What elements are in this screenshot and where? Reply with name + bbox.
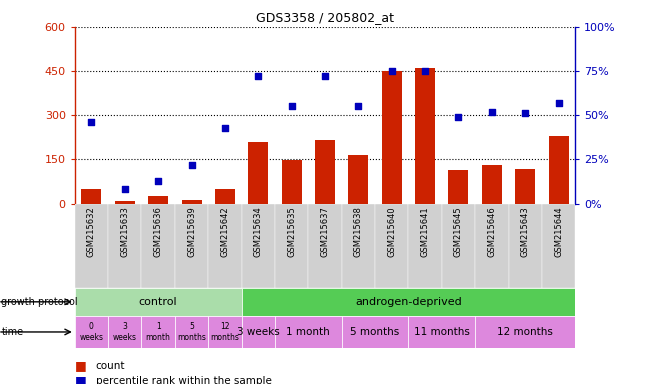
Text: 5 months: 5 months	[350, 327, 400, 337]
Bar	[408, 204, 442, 288]
Point	[120, 186, 130, 192]
Bar	[549, 136, 569, 204]
Point	[453, 114, 463, 120]
Point	[86, 119, 97, 125]
Text: GSM215637: GSM215637	[320, 206, 330, 257]
Bar	[415, 68, 435, 204]
Bar	[448, 170, 469, 204]
Point	[320, 73, 330, 79]
Text: 1
month: 1 month	[146, 322, 170, 342]
Point	[153, 177, 163, 184]
Bar	[108, 316, 142, 348]
Point	[520, 110, 530, 116]
Bar	[142, 204, 175, 288]
Bar	[175, 204, 208, 288]
Text: GSM215645: GSM215645	[454, 206, 463, 257]
Text: GSM215642: GSM215642	[220, 206, 229, 257]
Text: 12 months: 12 months	[497, 327, 553, 337]
Text: 3
weeks: 3 weeks	[113, 322, 136, 342]
Bar	[375, 204, 408, 288]
Text: GSM215633: GSM215633	[120, 206, 129, 257]
Text: GSM215646: GSM215646	[488, 206, 497, 257]
Text: GSM215641: GSM215641	[421, 206, 430, 257]
Bar	[508, 204, 542, 288]
Bar	[342, 316, 408, 348]
Text: GSM215638: GSM215638	[354, 206, 363, 257]
Text: control: control	[139, 297, 177, 307]
Text: GSM215634: GSM215634	[254, 206, 263, 257]
Bar	[515, 169, 535, 204]
Text: 12
months: 12 months	[211, 322, 239, 342]
Text: growth protocol: growth protocol	[1, 297, 78, 307]
Text: 3 weeks: 3 weeks	[237, 327, 280, 337]
Point	[387, 68, 397, 74]
Bar	[442, 204, 475, 288]
Bar	[75, 288, 242, 316]
Bar	[242, 316, 275, 348]
Bar	[108, 204, 142, 288]
Bar	[115, 201, 135, 204]
Bar	[242, 204, 275, 288]
Bar	[142, 316, 175, 348]
Text: ■: ■	[75, 359, 86, 372]
Text: 0
weeks: 0 weeks	[79, 322, 103, 342]
Point	[353, 103, 363, 109]
Text: GSM215632: GSM215632	[87, 206, 96, 257]
Text: GSM215643: GSM215643	[521, 206, 530, 257]
Point	[287, 103, 297, 109]
Point	[187, 162, 197, 168]
Point	[487, 109, 497, 115]
Bar	[475, 204, 508, 288]
Bar	[81, 189, 101, 204]
Bar	[181, 200, 202, 204]
Text: percentile rank within the sample: percentile rank within the sample	[96, 376, 272, 384]
Text: GSM215636: GSM215636	[153, 206, 162, 257]
Bar	[75, 204, 108, 288]
Text: 5
months: 5 months	[177, 322, 206, 342]
Bar	[248, 142, 268, 204]
Bar	[482, 165, 502, 204]
Bar	[542, 204, 575, 288]
Text: ■: ■	[75, 374, 86, 384]
Text: GSM215644: GSM215644	[554, 206, 563, 257]
Bar	[342, 204, 375, 288]
Bar	[148, 196, 168, 204]
Point	[420, 68, 430, 74]
Bar	[382, 71, 402, 204]
Bar	[281, 160, 302, 204]
Text: GSM215640: GSM215640	[387, 206, 396, 257]
Text: count: count	[96, 361, 125, 371]
Text: time: time	[1, 327, 23, 337]
Bar	[315, 140, 335, 204]
Bar	[242, 288, 575, 316]
Text: GSM215639: GSM215639	[187, 206, 196, 257]
Bar	[348, 155, 369, 204]
Bar	[275, 316, 342, 348]
Bar	[475, 316, 575, 348]
Title: GDS3358 / 205802_at: GDS3358 / 205802_at	[256, 11, 394, 24]
Point	[220, 124, 230, 131]
Bar	[75, 316, 108, 348]
Bar	[308, 204, 342, 288]
Text: androgen-deprived: androgen-deprived	[355, 297, 462, 307]
Text: 1 month: 1 month	[287, 327, 330, 337]
Bar	[175, 316, 208, 348]
Text: 11 months: 11 months	[414, 327, 470, 337]
Bar	[275, 204, 308, 288]
Bar	[208, 204, 242, 288]
Bar	[215, 189, 235, 204]
Bar	[208, 316, 242, 348]
Bar	[408, 316, 475, 348]
Point	[553, 100, 564, 106]
Text: GSM215635: GSM215635	[287, 206, 296, 257]
Point	[253, 73, 263, 79]
